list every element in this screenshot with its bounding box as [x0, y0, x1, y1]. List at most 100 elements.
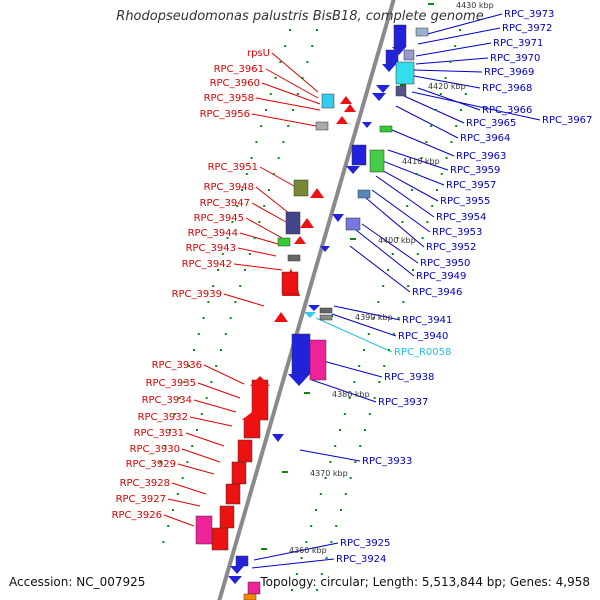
guide-dot	[277, 157, 280, 159]
connector-line	[349, 245, 411, 293]
gene-block	[395, 61, 415, 85]
connector-line	[417, 87, 481, 111]
guide-dot	[274, 77, 277, 79]
connector-line	[255, 97, 321, 111]
gene-block	[293, 179, 309, 197]
guide-dot	[450, 141, 453, 143]
guide-dot	[363, 349, 365, 351]
connector-line	[375, 175, 435, 218]
gene-arrow	[294, 236, 306, 244]
guide-dot	[454, 45, 457, 47]
guide-dot	[325, 557, 328, 559]
gene-block	[243, 593, 257, 600]
gene-block	[237, 439, 253, 463]
guide-dot	[197, 333, 200, 335]
gene-arrow	[344, 104, 356, 112]
guide-dot	[265, 109, 267, 111]
connector-line	[197, 382, 241, 399]
connector-line	[271, 52, 319, 93]
gene-label-right: RPC_3968	[482, 83, 532, 94]
connector-line	[403, 95, 465, 124]
guide-dot	[248, 253, 251, 255]
connector-line	[185, 432, 225, 447]
guide-dot	[311, 45, 314, 47]
gene-label-left: RPC_3951	[208, 162, 258, 173]
guide-dot	[268, 189, 270, 191]
gene-label-right: RPC_3941	[402, 315, 452, 326]
guide-dot	[435, 109, 437, 111]
connector-line	[253, 542, 339, 561]
connector-line	[251, 113, 317, 127]
gene-label-right: RPC_3972	[502, 23, 552, 34]
guide-dot	[315, 509, 317, 511]
guide-dot	[162, 541, 165, 543]
gene-arrow	[230, 566, 244, 574]
gene-label-right: RPC_3940	[398, 331, 448, 342]
guide-dot	[382, 285, 385, 287]
guide-dot	[391, 253, 394, 255]
gene-label-right: RPC_3950	[420, 258, 470, 269]
gene-label-left: RPC_3930	[130, 444, 180, 455]
gene-label-left: RPC_3944	[188, 228, 238, 239]
guide-dot	[420, 157, 423, 159]
guide-dot	[239, 285, 242, 287]
gene-block	[287, 254, 301, 262]
guide-dot	[416, 253, 419, 255]
gene-block	[345, 217, 361, 231]
gene-arrow	[310, 188, 324, 198]
guide-dot	[269, 93, 272, 95]
connector-line	[365, 197, 425, 248]
connector-line	[251, 558, 335, 569]
guide-dot	[320, 573, 323, 575]
guide-dot	[301, 77, 304, 79]
gene-block	[225, 483, 241, 505]
kbp-tick	[261, 548, 267, 550]
guide-dot	[164, 445, 167, 447]
kbp-scale-label: 4390 kbp	[355, 313, 393, 322]
guide-dot	[412, 269, 414, 271]
gene-label-right: RPC_3970	[490, 53, 540, 64]
connector-line	[415, 57, 489, 65]
guide-dot	[421, 237, 424, 239]
guide-dot	[392, 333, 395, 335]
guide-dot	[387, 269, 389, 271]
gene-arrow	[304, 312, 316, 318]
gene-label-right: RPC_3964	[460, 133, 510, 144]
guide-dot	[282, 141, 285, 143]
gene-label-right: RPC_3973	[504, 9, 554, 20]
kbp-scale-label: 4410 kbp	[402, 157, 440, 166]
guide-dot	[215, 365, 218, 367]
guide-dot	[173, 413, 176, 415]
gene-label-left: RPC_3931	[134, 428, 184, 439]
guide-dot	[260, 125, 263, 127]
connector-line	[223, 293, 265, 307]
gene-block	[247, 581, 261, 595]
gene-block	[211, 527, 229, 551]
gene-block	[351, 144, 367, 166]
gene-arrow	[320, 246, 330, 252]
gene-label-left: RPC_3927	[116, 494, 166, 505]
guide-dot	[335, 525, 338, 527]
guide-dot	[181, 477, 184, 479]
guide-dot	[444, 77, 447, 79]
connector-line	[371, 189, 431, 233]
gene-label-left: RPC_3943	[186, 243, 236, 254]
gene-block	[393, 24, 407, 48]
guide-dot	[202, 317, 205, 319]
guide-dot	[221, 253, 224, 255]
gene-label-right: RPC_3959	[450, 165, 500, 176]
gene-arrow	[242, 412, 262, 420]
guide-dot	[343, 413, 346, 415]
guide-dot	[334, 445, 337, 447]
guide-dot	[220, 349, 222, 351]
connector-line	[177, 463, 215, 475]
guide-dot	[329, 461, 332, 463]
guide-dot	[196, 429, 198, 431]
connector-line	[355, 229, 415, 277]
guide-dot	[348, 397, 351, 399]
connector-line	[331, 313, 397, 337]
guide-dot	[330, 541, 333, 543]
connector-line	[163, 514, 195, 527]
guide-dot	[291, 589, 293, 591]
guide-dot	[425, 141, 428, 143]
